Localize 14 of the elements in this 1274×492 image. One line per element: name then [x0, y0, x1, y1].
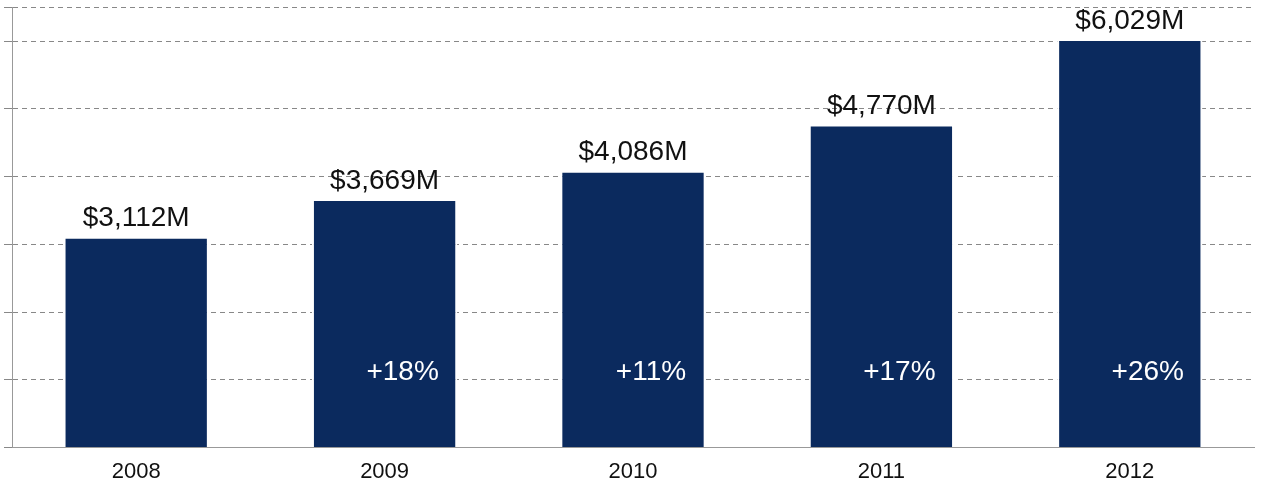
x-tick-label: 2011 [857, 457, 906, 483]
data-label: $4,086M [578, 135, 688, 167]
data-label: $3,669M [330, 163, 440, 195]
data-label: $3,112M [82, 201, 190, 233]
annotation: +17% [863, 355, 936, 387]
annotation: +26% [1111, 355, 1184, 387]
data-label: $4,770M [826, 89, 936, 121]
annotation: +11% [615, 355, 687, 387]
x-tick-label: 2012 [1105, 457, 1155, 483]
x-tick-label: 2009 [360, 457, 410, 483]
x-tick-label: 2010 [608, 457, 658, 483]
data-label: $6,029M [1075, 3, 1185, 35]
annotation: +18% [366, 355, 439, 387]
x-tick-label: 2008 [111, 457, 161, 483]
